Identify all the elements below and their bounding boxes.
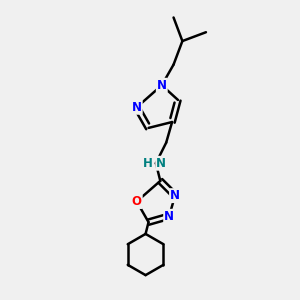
Text: O: O [132, 195, 142, 208]
Text: N: N [156, 157, 166, 170]
Text: N: N [170, 189, 180, 202]
Text: N: N [164, 210, 174, 223]
Text: H: H [143, 157, 153, 170]
Text: N: N [132, 101, 142, 114]
Text: N: N [157, 79, 167, 92]
